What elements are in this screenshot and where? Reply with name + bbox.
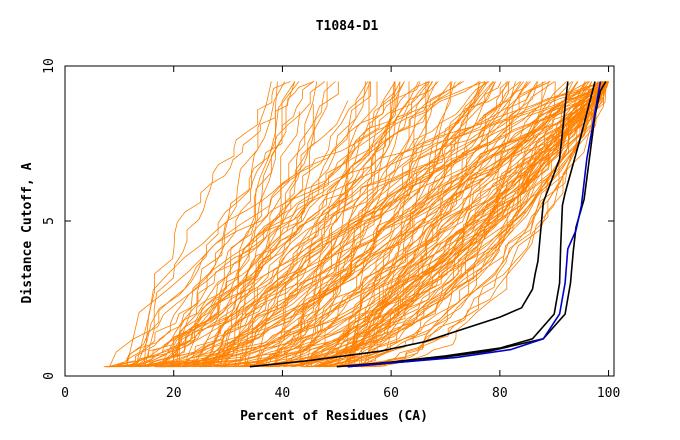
y-axis-label: Distance Cutoff, A <box>20 162 35 303</box>
model-line <box>235 81 551 367</box>
model-line <box>194 81 609 367</box>
model-line <box>214 81 339 367</box>
model-line <box>307 81 604 367</box>
model-line <box>339 81 604 368</box>
model-line <box>255 81 609 367</box>
model-line <box>300 81 608 367</box>
model-line <box>211 81 609 368</box>
model-line <box>105 81 300 368</box>
model-line <box>311 81 453 367</box>
model-line <box>129 81 496 368</box>
model-line <box>318 81 524 367</box>
highlight-lines <box>249 81 607 368</box>
model-line <box>310 81 543 368</box>
model-line <box>244 81 508 367</box>
x-tick-label: 80 <box>492 386 508 401</box>
model-line <box>353 81 609 367</box>
bundle-lines <box>103 81 609 368</box>
model-line <box>357 81 609 368</box>
model-line <box>278 81 609 368</box>
model-line <box>134 81 609 368</box>
model-line <box>294 81 609 368</box>
plot-area <box>64 65 615 377</box>
model-line <box>176 81 464 367</box>
model-line <box>203 81 328 368</box>
model-line <box>163 81 578 368</box>
model-line <box>178 81 603 368</box>
model-line <box>109 81 480 367</box>
model-line <box>158 100 349 368</box>
model-line <box>277 81 550 368</box>
x-tick-label: 20 <box>166 386 182 401</box>
model-line <box>128 81 318 368</box>
model-line <box>154 81 481 368</box>
model-line <box>184 81 609 368</box>
model-line <box>138 81 573 368</box>
x-axis-label: Percent of Residues (CA) <box>240 409 428 424</box>
x-tick-label: 40 <box>275 386 291 401</box>
model-line <box>131 81 405 367</box>
model-line <box>205 81 609 368</box>
model-line <box>144 81 433 368</box>
model-line <box>236 81 605 368</box>
model-line <box>201 81 439 367</box>
model-line <box>237 81 606 367</box>
highlight-line <box>347 81 602 368</box>
ticks: 0 20 40 60 80 100 0 5 10 <box>42 58 620 401</box>
model-line <box>273 81 461 367</box>
model-line <box>129 81 296 368</box>
model-line <box>293 81 451 367</box>
y-tick-label: 0 <box>42 372 57 380</box>
highlight-line <box>249 81 569 368</box>
model-line <box>191 81 396 368</box>
model-line <box>283 81 401 368</box>
model-line <box>245 81 366 368</box>
model-line <box>290 81 604 368</box>
model-line <box>107 81 286 368</box>
x-tick-label: 0 <box>61 386 69 401</box>
model-line <box>125 81 326 367</box>
model-line <box>176 81 546 368</box>
model-line <box>239 81 539 368</box>
model-line <box>225 81 609 368</box>
y-tick-label: 10 <box>42 58 57 74</box>
model-line <box>179 81 314 367</box>
model-line <box>265 81 608 368</box>
highlight-line <box>336 81 596 368</box>
model-line <box>200 81 567 368</box>
model-line <box>305 81 531 367</box>
model-line <box>217 81 490 367</box>
model-line <box>300 81 502 367</box>
model-line <box>344 81 602 368</box>
model-line <box>357 81 592 368</box>
model-line <box>109 81 371 368</box>
model-line <box>146 81 419 368</box>
model-line <box>329 81 586 368</box>
x-tick-label: 60 <box>383 386 399 401</box>
model-line <box>144 81 291 367</box>
model-line <box>160 81 494 368</box>
model-line <box>195 81 372 368</box>
model-line <box>342 81 609 367</box>
model-line <box>324 81 606 368</box>
model-line <box>233 81 401 368</box>
model-line <box>159 81 551 367</box>
model-line <box>143 81 378 367</box>
y-tick-label: 5 <box>42 217 57 225</box>
model-line <box>129 81 603 368</box>
x-tick-label: 100 <box>597 386 620 401</box>
model-line <box>143 81 315 367</box>
model-line <box>175 81 555 368</box>
model-line <box>195 81 602 368</box>
chart-title: T1084-D1 <box>316 19 379 34</box>
